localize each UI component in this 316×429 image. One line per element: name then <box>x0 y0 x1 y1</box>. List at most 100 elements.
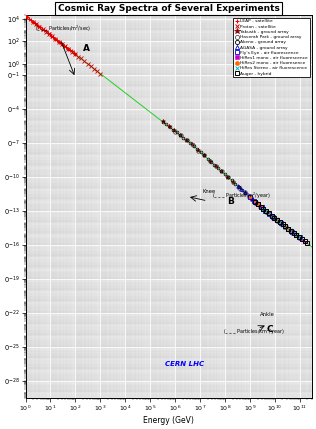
Yakustk - ground array <box>214 163 217 169</box>
HiRes Stereo - air fluorescence <box>274 217 278 222</box>
Haverah Park - ground array <box>214 163 218 169</box>
HiRes2 mono - air fluoresence <box>256 202 260 207</box>
Fly's Eye - air fluorescence <box>267 211 271 217</box>
Haverah Park - ground array <box>261 206 264 211</box>
Fly's Eye - air fluorescence <box>279 221 283 226</box>
HiRes Stereo - air fluorescence <box>295 232 298 237</box>
Fly's Eye - air fluorescence <box>248 194 252 199</box>
Auger - hybrid <box>253 199 257 204</box>
Haverah Park - ground array <box>191 143 195 148</box>
AGASA - ground array <box>276 218 280 224</box>
LEAP - satellite <box>55 37 59 42</box>
AGASA - ground array <box>287 227 291 232</box>
Akeno - ground array <box>195 147 199 152</box>
Proton - satellite <box>31 19 35 24</box>
HiRes2 mono - air fluoresence <box>248 195 252 200</box>
Akeno - ground array <box>168 124 172 130</box>
HiRes Stereo - air fluorescence <box>261 206 264 211</box>
HiRes1 mono - air fluorescence <box>270 214 274 219</box>
Proton - satellite <box>99 71 102 76</box>
Proton - satellite <box>66 46 70 51</box>
HiRes1 mono - air fluorescence <box>266 211 270 216</box>
Akeno - ground array <box>233 181 237 186</box>
HiRes1 mono - air fluorescence <box>289 228 292 233</box>
LEAP - satellite <box>61 42 64 47</box>
HiRes1 mono - air fluorescence <box>274 217 277 222</box>
Line: Fly's Eye - air fluorescence: Fly's Eye - air fluorescence <box>248 195 302 239</box>
Yakustk - ground array <box>202 153 206 158</box>
Auger - hybrid <box>270 213 273 218</box>
Akeno - ground array <box>161 119 165 124</box>
Yakustk - ground array <box>237 185 241 190</box>
HiRes1 mono - air fluorescence <box>285 225 289 230</box>
Akeno - ground array <box>251 197 254 202</box>
Akeno - ground array <box>199 150 203 155</box>
LEAP - satellite <box>44 29 48 34</box>
Line: AGASA - ground array: AGASA - ground array <box>236 184 302 239</box>
Akeno - ground array <box>230 178 234 183</box>
Akeno - ground array <box>219 169 223 174</box>
Akeno - ground array <box>202 153 206 158</box>
LEAP - satellite <box>24 13 27 18</box>
LEAP - satellite <box>37 23 40 28</box>
AGASA - ground array <box>291 229 295 234</box>
Haverah Park - ground array <box>243 190 247 195</box>
LEAP - satellite <box>74 52 77 57</box>
LEAP - satellite <box>52 35 55 40</box>
HiRes2 mono - air fluoresence <box>279 221 283 226</box>
AGASA - ground array <box>295 233 298 238</box>
Fly's Eye - air fluorescence <box>256 201 260 206</box>
HiRes1 mono - air fluorescence <box>252 198 256 203</box>
HiRes Stereo - air fluorescence <box>298 235 302 240</box>
Fly's Eye - air fluorescence <box>275 218 279 223</box>
Akeno - ground array <box>206 156 210 161</box>
X-axis label: Energy (GeV): Energy (GeV) <box>143 416 194 425</box>
Proton - satellite <box>95 69 99 74</box>
Line: Haverah Park - ground array: Haverah Park - ground array <box>173 130 264 211</box>
LEAP - satellite <box>40 26 44 31</box>
Auger - hybrid <box>256 202 260 207</box>
Yakustk - ground array <box>161 119 165 124</box>
AGASA - ground array <box>298 235 302 240</box>
HiRes2 mono - air fluoresence <box>267 211 271 217</box>
LEAP - satellite <box>42 28 46 33</box>
HiRes Stereo - air fluorescence <box>271 214 275 220</box>
Haverah Park - ground array <box>232 180 235 185</box>
Akeno - ground array <box>268 211 271 217</box>
Text: CERN LHC: CERN LHC <box>165 361 204 367</box>
Proton - satellite <box>50 33 54 39</box>
Yakustk - ground array <box>179 133 182 138</box>
Line: HiRes1 mono - air fluorescence: HiRes1 mono - air fluorescence <box>249 196 306 243</box>
Haverah Park - ground array <box>185 138 189 143</box>
Text: ($_\mathregular{---}$Particles/m$^2$/year): ($_\mathregular{---}$Particles/m$^2$/yea… <box>212 191 271 201</box>
LEAP - satellite <box>48 32 52 37</box>
Fly's Eye - air fluorescence <box>294 233 298 238</box>
LEAP - satellite <box>31 19 35 24</box>
Fly's Eye - air fluorescence <box>252 198 256 203</box>
Fly's Eye - air fluorescence <box>283 223 287 228</box>
AGASA - ground array <box>280 221 283 227</box>
LEAP - satellite <box>27 16 31 21</box>
Proton - satellite <box>44 29 48 34</box>
Auger - hybrid <box>264 209 268 214</box>
Auger - hybrid <box>295 233 298 238</box>
Haverah Park - ground array <box>255 201 258 206</box>
Proton - satellite <box>73 51 76 56</box>
Yakustk - ground array <box>173 128 176 133</box>
Fly's Eye - air fluorescence <box>264 208 267 214</box>
HiRes Stereo - air fluorescence <box>291 230 295 235</box>
Text: ($_\mathregular{---}$Particles/km$^2$/year): ($_\mathregular{---}$Particles/km$^2$/ye… <box>223 326 284 337</box>
Fly's Eye - air fluorescence <box>287 226 290 231</box>
Yakustk - ground array <box>255 201 258 206</box>
Auger - hybrid <box>259 204 263 209</box>
HiRes1 mono - air fluorescence <box>263 208 267 213</box>
Text: Knee: Knee <box>202 189 216 194</box>
HiRes1 mono - air fluorescence <box>299 236 303 241</box>
Auger - hybrid <box>306 241 309 246</box>
Proton - satellite <box>82 59 86 64</box>
AGASA - ground array <box>247 193 251 199</box>
LEAP - satellite <box>53 36 57 41</box>
Line: LEAP - satellite: LEAP - satellite <box>24 14 77 56</box>
Haverah Park - ground array <box>203 153 206 158</box>
AGASA - ground array <box>265 209 269 214</box>
